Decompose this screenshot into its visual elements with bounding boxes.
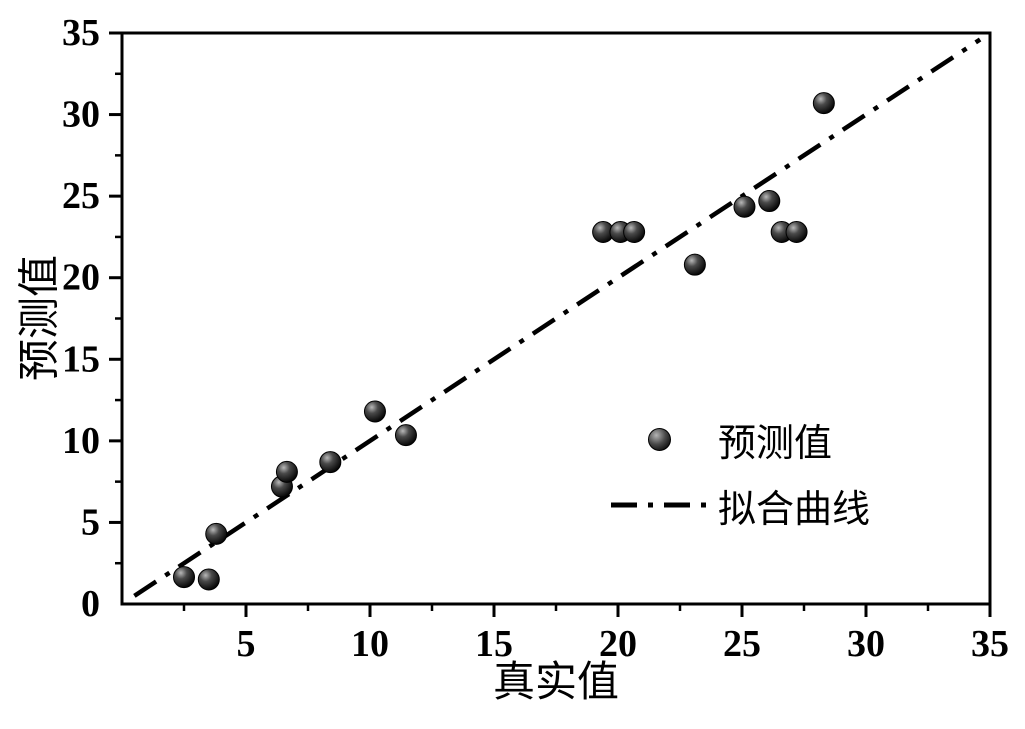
scatter-point: [394, 424, 417, 447]
y-tick-label: 5: [81, 501, 100, 543]
x-tick-label: 35: [971, 623, 1009, 665]
scatter-point: [785, 221, 808, 244]
x-axis-ticks: 5 10 15 20 25 30 35: [237, 604, 1009, 665]
sphere-marker-icon: [647, 427, 671, 451]
scatter-point: [758, 190, 781, 213]
y-tick-label: 15: [62, 338, 100, 380]
scatter-point: [319, 451, 342, 474]
legend-line-cell: [600, 500, 718, 510]
y-tick-label: 20: [62, 257, 100, 299]
scatter-point: [205, 522, 228, 545]
legend-label-line: 拟合曲线: [718, 488, 871, 531]
y-axis-title: 预测值: [17, 254, 64, 382]
scatter-series: [173, 92, 835, 591]
minor-ticks: [115, 72, 930, 611]
scatter-point: [623, 221, 646, 244]
x-tick-label: 5: [237, 623, 256, 665]
scatter-point: [812, 92, 835, 115]
legend-entry-line: 拟合曲线: [600, 472, 870, 538]
y-tick-label: 35: [62, 12, 100, 54]
scatter-point: [173, 566, 195, 589]
scatter-point: [733, 195, 756, 218]
x-tick-label: 30: [847, 623, 885, 665]
x-axis-title: 真实值: [492, 660, 619, 706]
y-tick-label: 10: [62, 420, 100, 462]
legend-marker-cell: [600, 427, 718, 451]
y-tick-label: 25: [62, 175, 100, 217]
scatter-point: [363, 400, 386, 423]
x-tick-label: 25: [723, 623, 761, 665]
x-tick-label: 10: [351, 623, 389, 665]
x-tick-label: 20: [599, 623, 637, 665]
scatter-point: [197, 568, 220, 591]
scatter-point: [275, 460, 298, 483]
fit-line: [133, 37, 982, 598]
y-axis-ticks: 0 5 10 15 20 25 30 35: [62, 12, 122, 625]
scatter-point: [683, 253, 706, 276]
legend: 预测值 拟合曲线: [600, 406, 870, 538]
dash-dot-line-icon: [611, 502, 707, 508]
x-tick-label: 15: [475, 623, 513, 665]
legend-entry-scatter: 预测值: [600, 406, 870, 472]
y-tick-label: 30: [62, 94, 100, 136]
legend-label-scatter: 预测值: [718, 422, 833, 465]
y-tick-label: 0: [81, 583, 100, 625]
